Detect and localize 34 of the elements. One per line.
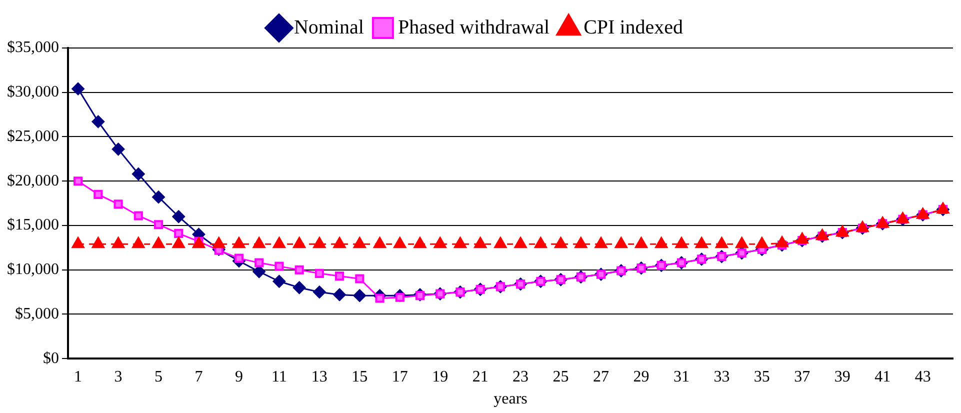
y-tick-label: $35,000: [7, 39, 59, 56]
x-tick-label: 5: [154, 368, 163, 386]
x-tick-label: 17: [392, 368, 408, 386]
x-tick-label: 3: [114, 368, 122, 386]
x-tick-label: 33: [714, 368, 730, 386]
x-tick-label: 23: [512, 368, 529, 386]
x-tick-label: 13: [311, 368, 328, 386]
x-tick-label: 25: [552, 368, 569, 386]
x-tick-label: 29: [633, 368, 650, 386]
x-tick-label: 19: [432, 368, 448, 386]
y-tick-label: $30,000: [7, 84, 59, 101]
x-tick-label: 11: [271, 368, 287, 386]
y-tick-label: $20,000: [7, 172, 59, 190]
x-tick-label: 15: [352, 368, 368, 386]
x-tick-label: 1: [74, 368, 82, 386]
x-tick-label: 41: [874, 368, 891, 386]
y-tick-label: $0: [43, 350, 59, 367]
x-tick-label: 31: [673, 368, 690, 386]
x-tick-label: 43: [914, 368, 931, 386]
legend-label: CPI indexed: [584, 16, 684, 38]
legend-label: Nominal: [294, 16, 364, 38]
x-tick-label: 27: [593, 368, 610, 386]
y-tick-label: $15,000: [7, 216, 59, 234]
y-tick-label: $25,000: [7, 128, 59, 145]
x-tick-label: 39: [834, 368, 850, 386]
x-tick-label: 37: [794, 368, 810, 386]
x-axis-title: years: [494, 390, 528, 408]
legend-label: Phased withdrawal: [398, 16, 550, 38]
y-tick-label: $10,000: [7, 261, 59, 278]
x-tick-label: 35: [754, 368, 770, 386]
x-tick-label: 9: [234, 368, 243, 386]
x-tick-label: 7: [194, 368, 203, 386]
x-tick-label: 21: [472, 368, 488, 386]
y-tick-label: $5,000: [15, 305, 59, 322]
